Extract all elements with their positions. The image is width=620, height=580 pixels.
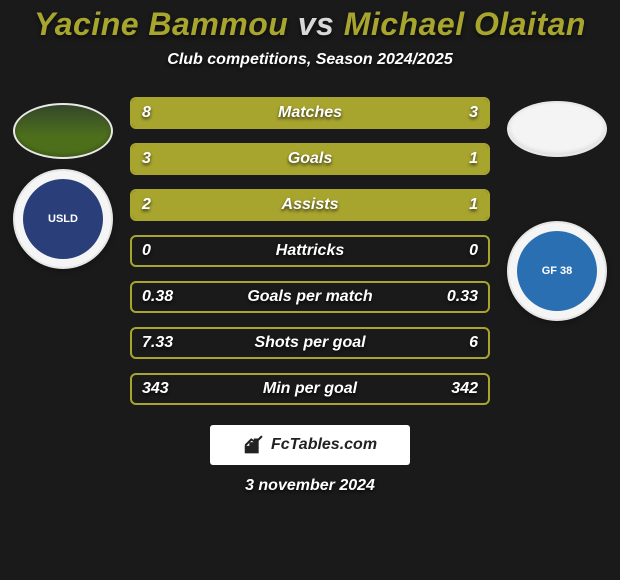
stat-label: Goals <box>288 150 332 168</box>
stat-label: Goals per match <box>247 288 372 306</box>
stat-label: Shots per goal <box>254 334 365 352</box>
brand-badge: FcTables.com <box>210 425 410 465</box>
stat-value-left: 0.38 <box>142 288 173 306</box>
title: Yacine Bammou vs Michael Olaitan <box>0 6 620 43</box>
title-player2: Michael Olaitan <box>344 6 586 42</box>
stat-value-left: 343 <box>142 380 169 398</box>
stat-value-right: 342 <box>451 380 478 398</box>
stat-value-left: 8 <box>142 104 151 122</box>
stat-row: 2 Assists 1 <box>130 189 490 221</box>
player2-club-text: GF 38 <box>542 265 573 277</box>
stat-row: 0.38 Goals per match 0.33 <box>130 281 490 313</box>
player2-club-inner: GF 38 <box>517 231 597 311</box>
player1-avatar <box>13 103 113 159</box>
stat-value-left: 3 <box>142 150 151 168</box>
brand-text: FcTables.com <box>271 436 377 454</box>
stat-label: Matches <box>278 104 342 122</box>
stat-value-right: 0.33 <box>447 288 478 306</box>
comparison-card: Yacine Bammou vs Michael Olaitan Club co… <box>0 0 620 580</box>
stat-value-left: 0 <box>142 242 151 260</box>
left-side: USLD <box>4 97 122 269</box>
stat-value-right: 0 <box>469 242 478 260</box>
bar-fill-left <box>132 145 399 173</box>
stat-row: 7.33 Shots per goal 6 <box>130 327 490 359</box>
stat-value-left: 7.33 <box>142 334 173 352</box>
stat-label: Min per goal <box>263 380 357 398</box>
bar-fill-left <box>132 99 388 127</box>
stat-value-right: 1 <box>469 196 478 214</box>
player2-avatar <box>507 101 607 157</box>
player1-club-text: USLD <box>48 213 78 225</box>
title-player1: Yacine Bammou <box>34 6 288 42</box>
stat-row: 0 Hattricks 0 <box>130 235 490 267</box>
stat-label: Hattricks <box>276 242 344 260</box>
stat-value-left: 2 <box>142 196 151 214</box>
player2-club-badge: GF 38 <box>507 221 607 321</box>
stat-value-right: 1 <box>469 150 478 168</box>
stat-row: 343 Min per goal 342 <box>130 373 490 405</box>
stat-bars: 8 Matches 3 3 Goals 1 2 Assists 1 0 Hattricks 0 0.38… <box>130 97 490 405</box>
stat-value-right: 6 <box>469 334 478 352</box>
chart-icon <box>243 434 265 456</box>
player1-club-badge: USLD <box>13 169 113 269</box>
subtitle: Club competitions, Season 2024/2025 <box>0 51 620 69</box>
stat-label: Assists <box>282 196 339 214</box>
middle-section: USLD 8 Matches 3 3 Goals 1 2 Assists 1 0 Hattricks… <box>0 97 620 405</box>
stat-value-right: 3 <box>469 104 478 122</box>
stat-row: 8 Matches 3 <box>130 97 490 129</box>
title-vs: vs <box>298 6 335 42</box>
date: 3 november 2024 <box>0 477 620 495</box>
player1-club-inner: USLD <box>23 179 103 259</box>
stat-row: 3 Goals 1 <box>130 143 490 175</box>
right-side: GF 38 <box>498 97 616 321</box>
